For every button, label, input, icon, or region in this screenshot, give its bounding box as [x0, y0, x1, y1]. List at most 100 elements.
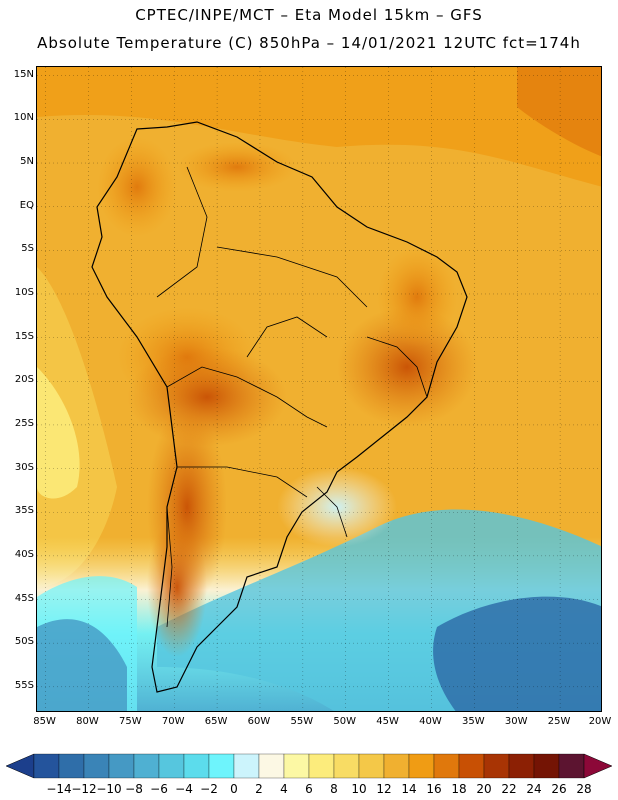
colorbar-tick-label: 26	[551, 782, 567, 796]
border-bolivia-brazil	[166, 366, 328, 428]
colorbar-tick-label: −8	[125, 782, 143, 796]
border-chile-argentina	[166, 506, 173, 628]
temperature-map	[36, 66, 602, 712]
latitude-tick-label: 15S	[14, 330, 34, 342]
colorbar-cell	[208, 753, 235, 779]
colorbar-tick-label: 0	[230, 782, 238, 796]
colorbar-cell	[83, 753, 110, 779]
colorbar-cell	[33, 753, 60, 779]
colorbar-tick-label: 20	[476, 782, 492, 796]
colorbar-tick-label: 28	[576, 782, 592, 796]
colorbar-cell	[233, 753, 260, 779]
colorbar-min-arrow	[5, 753, 35, 779]
colorbar-cell	[383, 753, 410, 779]
longitude-tick-label: 20W	[588, 716, 612, 727]
latitude-tick-label: 55S	[14, 679, 34, 691]
colorbar-tick-label: 8	[330, 782, 338, 796]
latitude-tick-label: EQ	[19, 199, 34, 211]
deep-cold-core	[433, 596, 601, 711]
longitude-tick-label: 35W	[462, 716, 485, 727]
colorbar-tick-label: −10	[96, 782, 122, 796]
pacific-mild-band	[37, 267, 117, 587]
patagonia-north-hot	[147, 517, 207, 657]
colorbar-tick-label: −4	[175, 782, 193, 796]
colorbar-tick-label: 14	[401, 782, 417, 796]
latitude-tick-label: 40S	[14, 548, 34, 560]
latitude-tick-label: 35S	[14, 505, 34, 517]
colorbar-tick-label: −2	[200, 782, 218, 796]
longitude-tick-label: 65W	[204, 716, 228, 727]
colorbar-cell	[58, 753, 85, 779]
colorbar-cell	[108, 753, 135, 779]
colorbar-cell	[533, 753, 560, 779]
tropical-atlantic-warm-patch	[517, 67, 601, 157]
latitude-tick-label: 25S	[14, 417, 34, 429]
colorbar-tick-label: 6	[305, 782, 313, 796]
longitude-tick-label: 30W	[504, 716, 528, 727]
border-brazil-states	[366, 336, 428, 398]
pacific-cool-band	[37, 367, 80, 499]
colorbar-cell	[158, 753, 185, 779]
colorbar-tick-label: −6	[150, 782, 168, 796]
northeast-brazil-warm	[377, 247, 457, 347]
longitude-tick-label: 25W	[547, 716, 571, 727]
colorbar-tick-label: 22	[501, 782, 517, 796]
border-amazon	[216, 246, 368, 308]
colorbar-tick-label: −14	[46, 782, 72, 796]
colorbar-cell	[308, 753, 335, 779]
chart-title-line2: Absolute Temperature (C) 850hPa – 14/01/…	[37, 34, 581, 52]
colorbar-tick-label: 4	[280, 782, 288, 796]
colorbar-cell	[133, 753, 160, 779]
southeast-pacific-cold-core	[37, 619, 127, 711]
colorbar-max-arrow	[583, 753, 613, 779]
border-colombia	[156, 166, 208, 298]
colorbar-cell	[333, 753, 360, 779]
colorbar-tick-label: −12	[71, 782, 97, 796]
colorbar-cell	[258, 753, 285, 779]
northern-warm-band	[37, 67, 601, 187]
latitude-tick-label: 5N	[20, 156, 34, 168]
south-america-coastline	[91, 121, 468, 693]
colorbar-tick-label: 2	[255, 782, 263, 796]
latitude-tick-label: 15N	[13, 68, 34, 80]
map-canvas	[37, 67, 601, 711]
brazil-plateau-hot-spot	[337, 307, 477, 427]
longitude-tick-label: 50W	[333, 716, 357, 727]
latitude-tick-label: 10S	[14, 286, 34, 298]
colorbar-cell	[458, 753, 485, 779]
colorbar-cell	[183, 753, 210, 779]
colorbar-cell	[558, 753, 585, 779]
latitude-tick-label: 45S	[14, 592, 34, 604]
colorbar-tick-label: 18	[451, 782, 467, 796]
colorbar-tick-label: 16	[426, 782, 442, 796]
colombia-warm	[97, 137, 177, 237]
latitude-tick-label: 30S	[14, 461, 34, 473]
colorbar-cell	[358, 753, 385, 779]
longitude-tick-label: 80W	[76, 716, 99, 727]
colorbar-cell	[483, 753, 510, 779]
border-uruguay	[316, 486, 348, 538]
longitude-tick-label: 45W	[376, 716, 399, 727]
latitude-tick-label: 50S	[14, 636, 34, 648]
colorbar-tick-label: 10	[351, 782, 367, 796]
border-argentina-north	[177, 466, 308, 498]
longitude-tick-label: 60W	[247, 716, 271, 727]
colorbar-cell	[408, 753, 435, 779]
longitude-tick-label: 70W	[161, 716, 185, 727]
longitude-tick-label: 85W	[33, 716, 56, 727]
latitude-tick-label: 5S	[21, 243, 34, 255]
colorbar-tick-label: 12	[376, 782, 392, 796]
longitude-tick-label: 75W	[119, 716, 142, 727]
colorbar-cell	[433, 753, 460, 779]
border-brazil-west	[246, 316, 328, 358]
longitude-tick-label: 40W	[419, 716, 442, 727]
latitude-tick-label: 20S	[14, 374, 34, 386]
longitude-tick-label: 55W	[290, 716, 314, 727]
colorbar-cell	[283, 753, 310, 779]
chart-title-line1: CPTEC/INPE/MCT – Eta Model 15km – GFS	[135, 6, 483, 24]
colorbar-tick-label: 24	[526, 782, 542, 796]
venezuela-warm	[177, 142, 297, 192]
colorbar-cell	[508, 753, 535, 779]
temperature-colorbar	[5, 753, 613, 779]
latitude-tick-label: 10N	[13, 112, 34, 124]
